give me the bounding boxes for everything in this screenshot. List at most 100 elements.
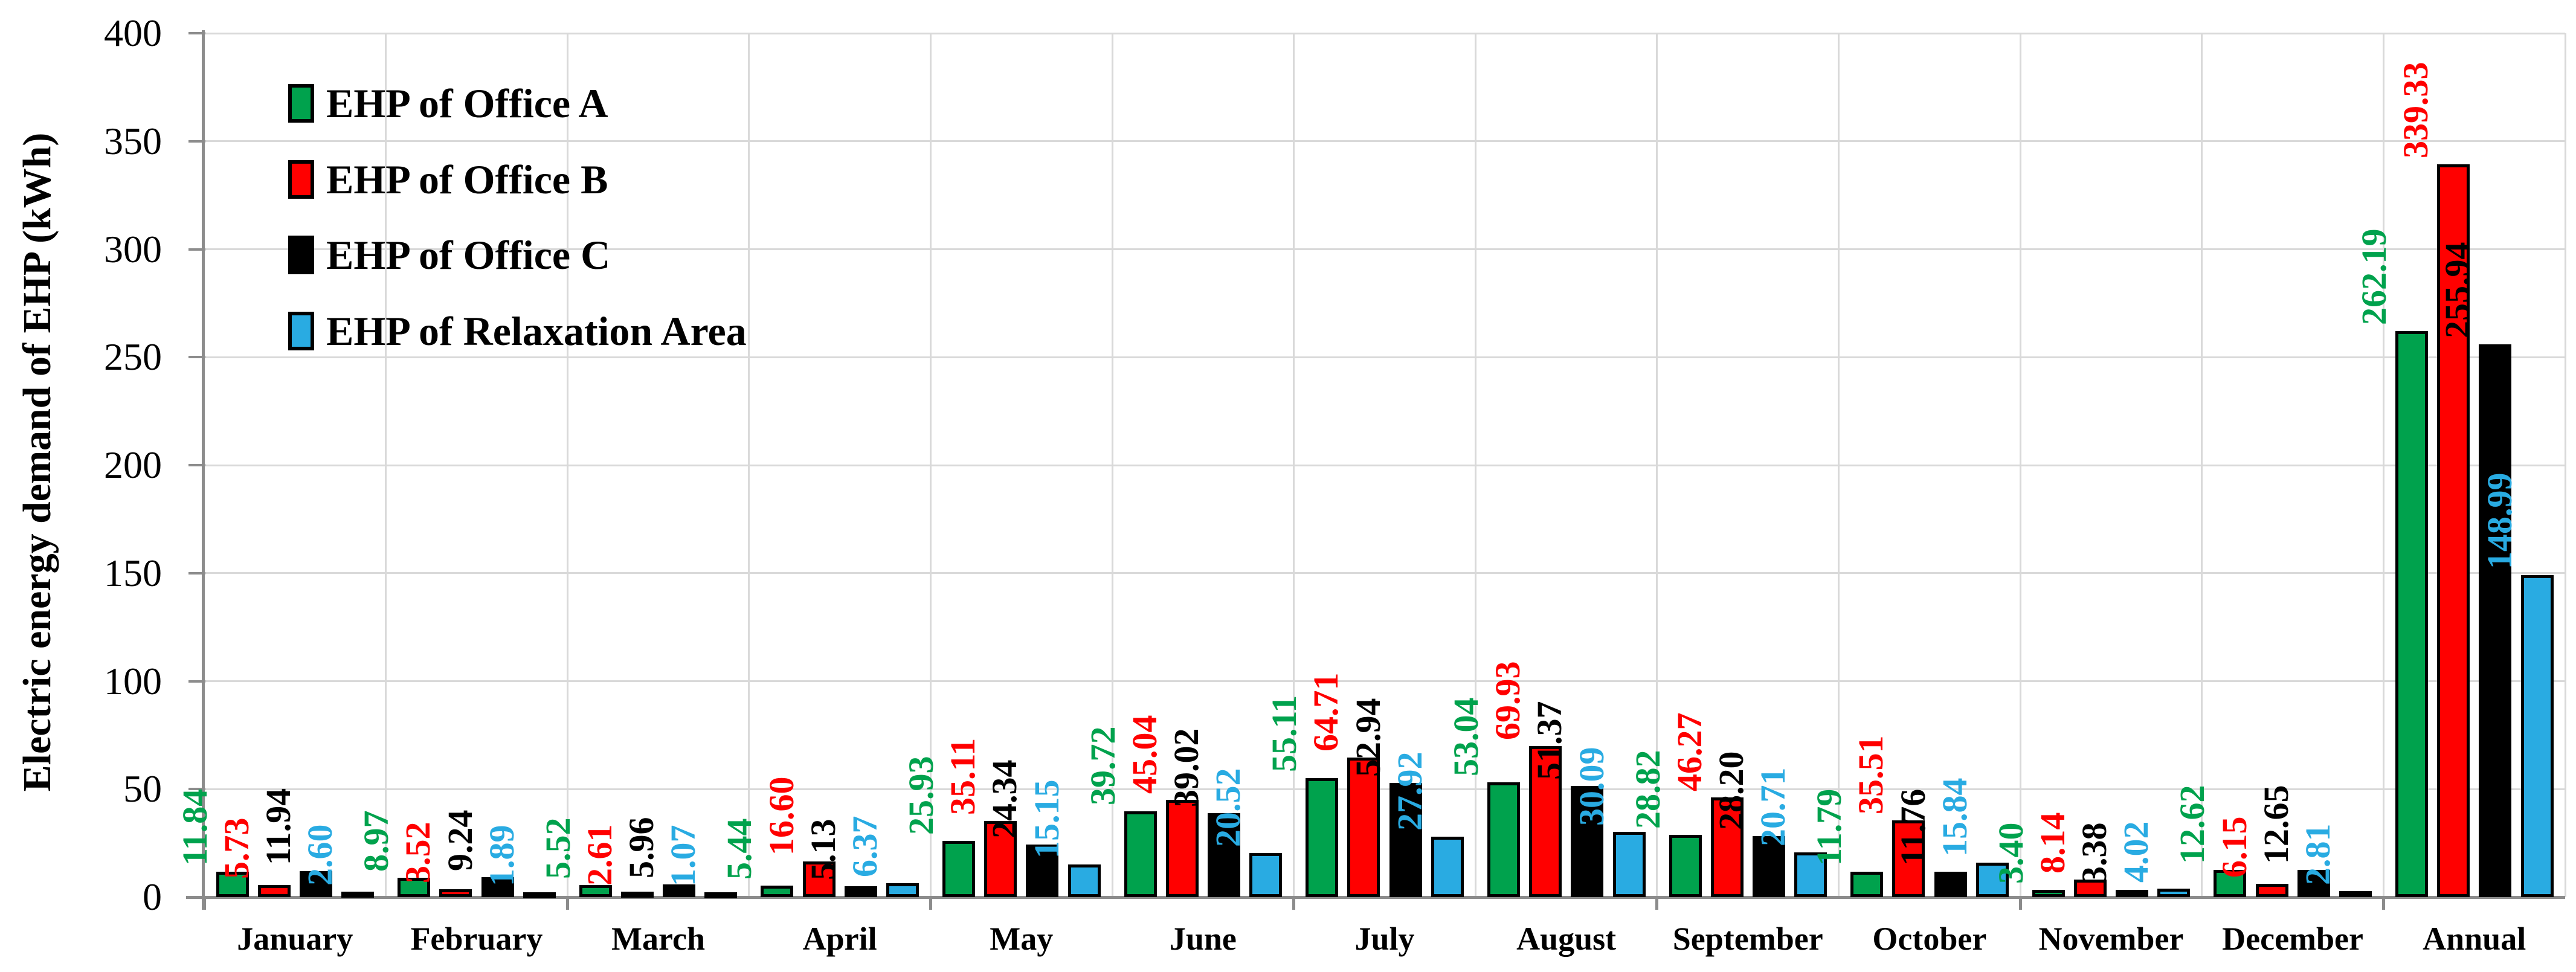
bar-office-a-march [579, 885, 612, 897]
value-label-office-c-september: 28.20 [1711, 751, 1751, 831]
legend-item-relaxation-area: EHP of Relaxation Area [288, 309, 747, 353]
value-label-office-a-february: 8.97 [356, 810, 396, 872]
value-label-office-c-annual: 255.94 [2438, 242, 2478, 339]
category-label-september: September [1672, 921, 1823, 957]
legend-swatch-office-b [288, 160, 314, 199]
x-axis-tick-2 [565, 897, 569, 910]
value-label-relaxation-area-november: 4.02 [2116, 821, 2156, 883]
bar-relaxation-area-september [1794, 852, 1827, 897]
bar-office-c-january [300, 871, 332, 897]
value-label-office-b-february: 3.52 [398, 822, 438, 884]
category-label-march: March [611, 921, 705, 957]
bar-office-b-annual [2437, 164, 2470, 897]
category-label-november: November [2038, 921, 2184, 957]
legend-swatch-office-c [288, 236, 314, 274]
category-separator-12 [2382, 33, 2384, 897]
bar-office-c-august [1571, 786, 1604, 897]
bar-office-a-november [2032, 889, 2065, 897]
category-label-may: May [990, 921, 1054, 957]
bar-office-c-july [1389, 782, 1422, 897]
value-label-relaxation-area-april: 6.37 [845, 816, 885, 878]
value-label-office-c-april: 5.13 [803, 819, 843, 880]
value-label-office-b-april: 16.60 [761, 776, 801, 855]
bar-relaxation-area-april [886, 883, 919, 897]
value-label-office-b-october: 35.51 [1851, 735, 1891, 815]
y-axis-tick-100 [188, 680, 205, 683]
bar-office-b-january [257, 884, 291, 897]
category-separator-3 [748, 33, 750, 897]
bar-office-b-october [1892, 820, 1925, 897]
value-label-office-c-february: 9.24 [440, 809, 480, 871]
value-label-office-c-october: 11.76 [1893, 788, 1933, 866]
y-axis-tick-350 [188, 140, 205, 143]
value-label-office-a-september: 28.82 [1628, 750, 1667, 829]
bar-office-a-may [942, 841, 976, 897]
bar-office-a-july [1306, 777, 1339, 897]
category-separator-4 [929, 33, 932, 897]
legend-swatch-relaxation-area [288, 312, 314, 350]
x-axis-line [186, 896, 2565, 899]
category-label-january: January [237, 921, 353, 957]
gridline-y-200 [204, 464, 2565, 466]
legend-label-office-a: EHP of Office A [326, 80, 608, 126]
gridline-y-100 [204, 680, 2565, 682]
value-label-office-a-march: 5.52 [538, 817, 578, 880]
gridline-y-150 [204, 572, 2565, 575]
gridline-y-350 [204, 140, 2565, 143]
bar-office-a-september [1669, 834, 1702, 897]
bar-office-b-february [439, 889, 472, 897]
bar-office-a-october [1850, 871, 1884, 897]
x-axis-tick-12 [2381, 897, 2385, 910]
category-label-december: December [2222, 921, 2363, 957]
bar-office-c-september [1752, 836, 1785, 897]
value-label-office-b-december: 6.15 [2214, 816, 2254, 878]
y-tick-label-150: 150 [104, 551, 162, 594]
y-tick-label-50: 50 [123, 767, 162, 811]
bar-office-b-july [1347, 757, 1380, 897]
bar-relaxation-area-june [1249, 852, 1283, 897]
bar-office-b-september [1710, 797, 1744, 897]
value-label-office-b-may: 35.11 [943, 738, 983, 816]
value-label-office-b-march: 2.61 [580, 824, 620, 886]
y-tick-label-200: 200 [104, 443, 162, 486]
bar-office-c-june [1208, 813, 1241, 897]
bar-relaxation-area-november [2157, 888, 2191, 897]
bar-office-b-june [1165, 799, 1199, 897]
value-label-office-b-january: 5.73 [216, 817, 256, 879]
category-separator-11 [2201, 33, 2203, 897]
category-label-april: April [802, 921, 877, 957]
value-label-office-c-march: 5.96 [622, 817, 662, 878]
bar-office-a-april [761, 885, 794, 897]
value-label-office-a-july: 55.11 [1264, 695, 1304, 772]
category-separator-5 [1111, 33, 1113, 897]
bar-office-c-december [2297, 869, 2330, 897]
value-label-office-c-december: 12.65 [2256, 785, 2296, 864]
value-label-relaxation-area-june: 20.52 [1208, 768, 1248, 847]
y-tick-label-400: 400 [104, 11, 162, 54]
value-label-office-c-june: 39.02 [1167, 728, 1206, 807]
category-separator-7 [1474, 33, 1476, 897]
category-separator-6 [1293, 33, 1295, 897]
y-axis-tick-250 [188, 356, 205, 359]
y-tick-label-250: 250 [104, 335, 162, 379]
y-tick-label-350: 350 [104, 119, 162, 163]
value-label-office-b-annual: 339.33 [2396, 62, 2436, 158]
value-label-relaxation-area-may: 15.15 [1026, 779, 1066, 858]
value-label-office-a-may: 25.93 [901, 756, 941, 835]
category-label-october: October [1872, 921, 1987, 957]
bar-office-b-november [2073, 879, 2107, 897]
value-label-office-c-july: 52.94 [1348, 698, 1388, 777]
y-axis-tick-300 [188, 248, 205, 251]
y-axis-tick-150 [188, 571, 205, 575]
bar-office-c-november [2116, 889, 2149, 897]
bar-office-c-april [844, 886, 877, 897]
category-separator-2 [566, 33, 568, 897]
bar-office-a-december [2214, 869, 2247, 897]
category-label-august: August [1516, 921, 1617, 957]
value-label-relaxation-area-february: 1.89 [481, 825, 521, 887]
category-label-july: July [1354, 921, 1415, 957]
legend-swatch-office-a [288, 84, 314, 123]
x-axis-tick-8 [1655, 897, 1659, 910]
legend-label-relaxation-area: EHP of Relaxation Area [326, 308, 747, 354]
